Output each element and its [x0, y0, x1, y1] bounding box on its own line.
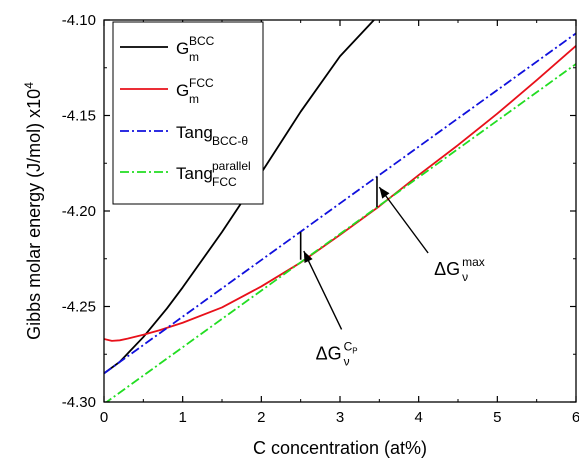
axis-layer: 0 1 2 3 4 5 6 -4.30 -4.25 -4.20 -4.15 -4.10 — [62, 12, 579, 426]
y-tick-label: -4.25 — [62, 299, 96, 316]
annotation-base: ΔG — [316, 343, 342, 363]
y-axis-label-exponent: 4 — [22, 82, 36, 89]
y-tick-label: -4.20 — [62, 203, 96, 220]
legend-label-1: GBCC m — [176, 34, 215, 64]
legend-label-sub: FCC — [212, 175, 237, 189]
annotation-arrowhead-cp — [303, 251, 313, 263]
legend-box — [112, 21, 264, 205]
x-axis-label: C concentration (at%) — [253, 438, 427, 458]
series-line-2 — [104, 45, 576, 342]
annotation-arrow-max — [378, 186, 429, 254]
legend-label-sub: m — [189, 50, 199, 64]
annotation-arrowhead-max — [379, 187, 390, 199]
legend-label-4: Tangparallel FCC — [176, 159, 251, 189]
y-axis-label-group: Gibbs molar energy (J/mol) x104 — [22, 82, 44, 340]
legend-label-base: Tang — [176, 164, 213, 183]
legend-label-sup: parallel — [212, 159, 251, 173]
x-tick-label: 6 — [572, 409, 579, 426]
legend-label-2: GFCC m — [176, 76, 214, 106]
series-line-1 — [104, 20, 376, 375]
annotation-sup: max — [462, 255, 485, 269]
x-tick-label: 3 — [336, 409, 344, 426]
annotation-sub: ν — [462, 270, 468, 284]
annotation-sub: ν — [344, 354, 350, 368]
y-tick-label: -4.10 — [62, 12, 96, 29]
series-line-4 — [105, 63, 576, 402]
y-tick-label: -4.15 — [62, 108, 96, 125]
x-tick-label: 5 — [493, 409, 501, 426]
legend-label-sup: FCC — [189, 76, 214, 90]
annotation-arrow-cp — [303, 250, 343, 330]
x-tick-label: 4 — [414, 409, 422, 426]
y-axis-label: Gibbs molar energy (J/mol) x10 — [24, 89, 44, 340]
y-tick-label: -4.30 — [62, 394, 96, 411]
x-tick-label: 1 — [178, 409, 186, 426]
legend-label-base: G — [176, 39, 189, 58]
annotation-label-max: ΔG max ν — [434, 255, 485, 284]
marker-layer — [299, 176, 378, 260]
legend-label-sub: m — [189, 92, 199, 106]
legend-label-3: TangBCC-θ — [176, 123, 248, 148]
legend-label-base: G — [176, 81, 189, 100]
annotation-sup: C — [344, 339, 353, 353]
x-tick-label: 2 — [257, 409, 265, 426]
legend-label-sub: BCC-θ — [212, 134, 248, 148]
legend-label-base: Tang — [176, 123, 213, 142]
annotation-label-cp: ΔG CP ν — [316, 339, 358, 368]
annotation-base: ΔG — [434, 259, 460, 279]
series-layer — [104, 20, 576, 402]
x-tick-label: 0 — [100, 409, 108, 426]
annotation-sup-sub: P — [352, 346, 357, 355]
legend-label-sup: BCC — [189, 34, 215, 48]
series-line-3 — [104, 32, 576, 375]
annotations: ΔG CP νΔG max ν — [303, 186, 485, 368]
y-axis-label-text: Gibbs molar energy (J/mol) x104 — [22, 82, 44, 340]
